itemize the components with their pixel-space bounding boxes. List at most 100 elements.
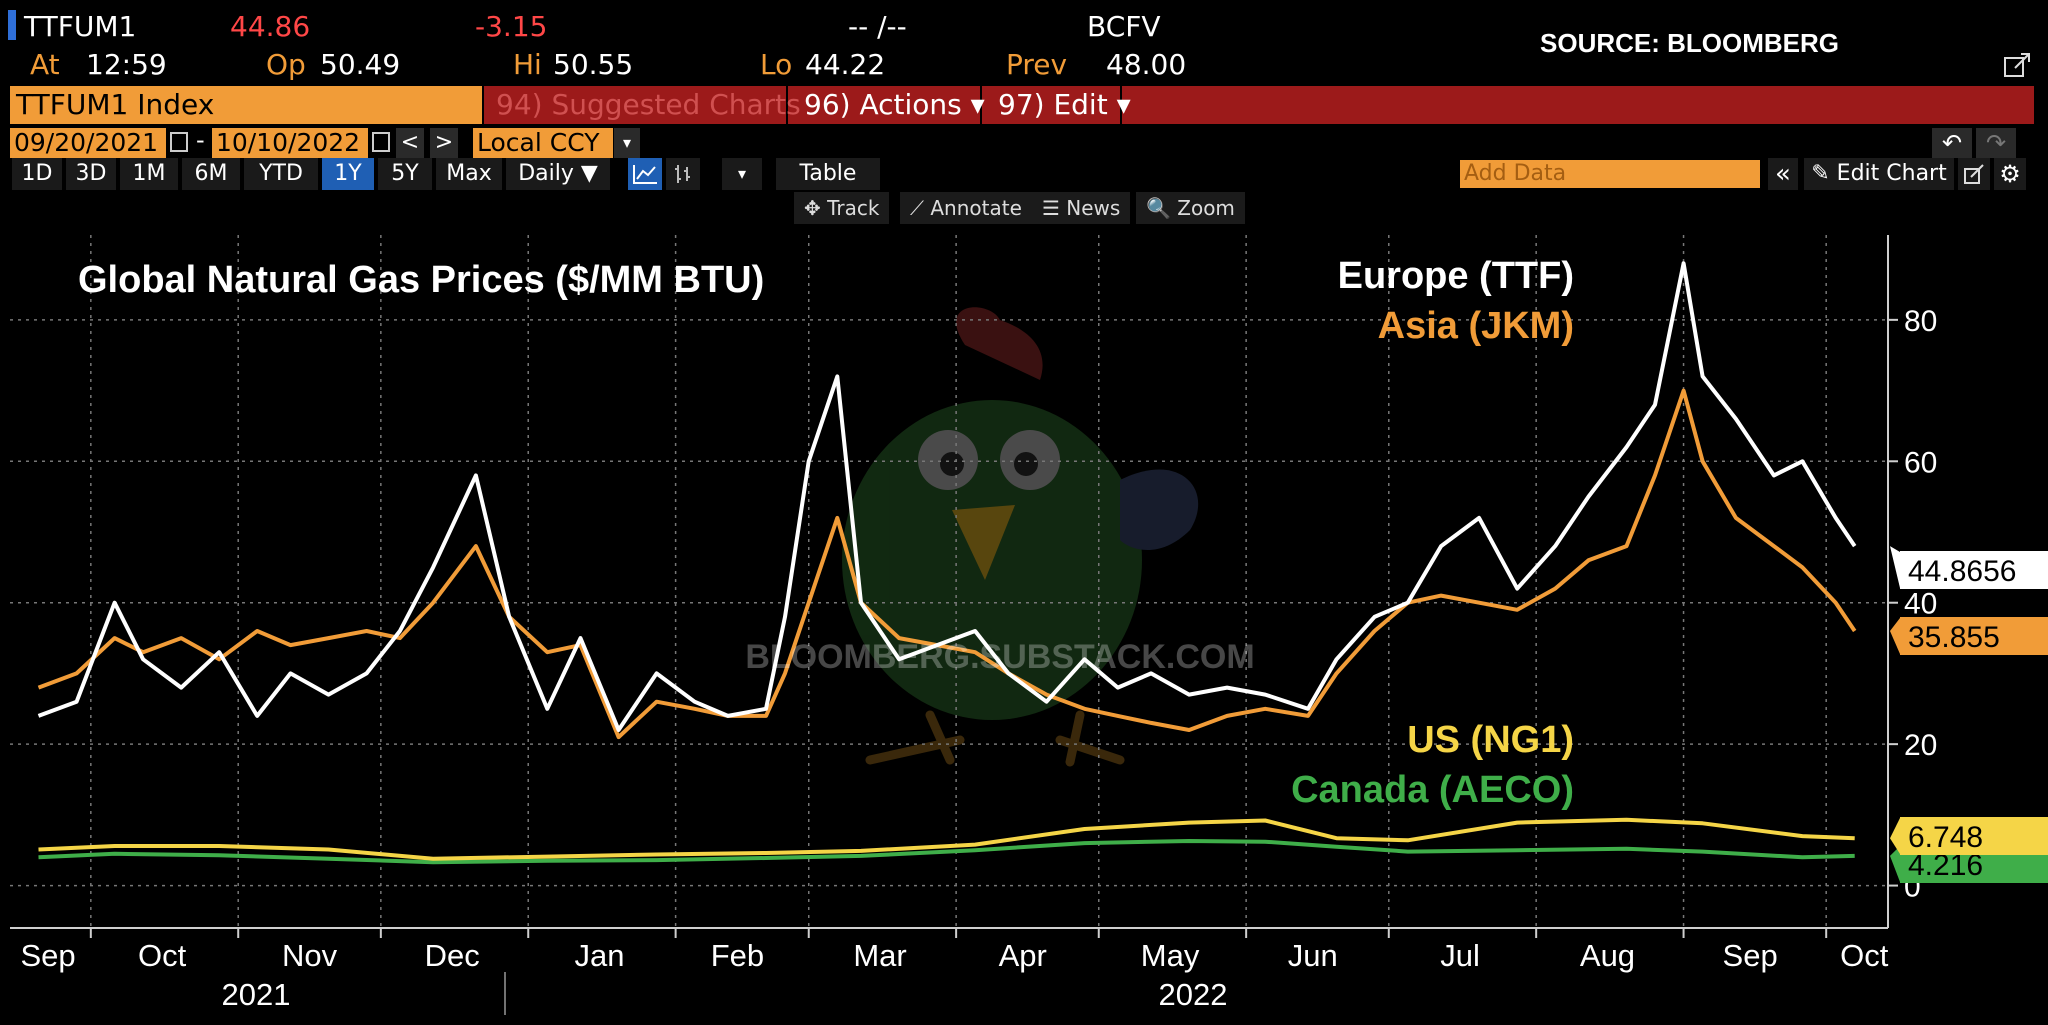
series-line-europe — [37, 261, 1857, 732]
last-value-box — [1900, 617, 2048, 655]
menubar — [484, 86, 2034, 124]
source-note: SOURCE: BLOOMBERG — [1540, 28, 1839, 58]
x-month-label: Jun — [1288, 938, 1338, 973]
y-tick-label: 40 — [1904, 588, 1937, 621]
edit-chart-button[interactable]: ✎ Edit Chart — [1804, 158, 1954, 190]
x-month-label: Aug — [1580, 938, 1635, 973]
end-calendar-icon[interactable] — [372, 132, 390, 152]
legend-canada: Canada (AECO) — [1291, 769, 1574, 811]
last-value-text: 6.748 — [1908, 821, 1983, 854]
start-date-field[interactable]: 09/20/2021 — [10, 128, 166, 158]
chart-edit-icon[interactable] — [1958, 158, 1990, 190]
actions-button[interactable]: 96) Actions ▾ — [792, 86, 985, 124]
ticker: TTFUM1 — [24, 10, 137, 43]
period-ytd-button[interactable]: YTD — [244, 158, 318, 190]
frequency-select[interactable]: Daily ▼ — [506, 158, 610, 190]
x-month-label: Feb — [711, 938, 764, 973]
start-calendar-icon[interactable] — [170, 132, 188, 152]
popout-icon[interactable] — [2003, 52, 2031, 80]
legend-asia: Asia (JKM) — [1378, 305, 1574, 347]
x-month-label: May — [1141, 938, 1200, 973]
x-month-label: Dec — [425, 938, 480, 973]
tool-track-button[interactable]: ✥ Track — [794, 192, 890, 224]
x-month-label: Oct — [138, 938, 187, 973]
next-range-button[interactable]: > — [430, 128, 458, 158]
last-value-pointer — [1890, 818, 1900, 854]
period-5y-button[interactable]: 5Y — [378, 158, 432, 190]
x-month-label: Sep — [20, 938, 75, 973]
last-value-text: 35.855 — [1908, 621, 2000, 654]
suggested-charts-button[interactable]: 94) Suggested Charts — [488, 86, 801, 124]
x-month-label: Mar — [853, 938, 906, 973]
table-button[interactable]: Table — [776, 158, 880, 190]
prev-label: Prev — [1006, 48, 1068, 81]
tool-zoom-button[interactable]: 🔍 Zoom — [1136, 192, 1245, 224]
collapse-button[interactable]: « — [1768, 158, 1798, 190]
last-value-box — [1900, 551, 2048, 589]
redo-button[interactable]: ↷ — [1976, 128, 2016, 158]
period-1y-button[interactable]: 1Y — [322, 158, 374, 190]
chart-type-caret[interactable]: ▾ — [722, 158, 762, 190]
currency-select[interactable]: Local CCY — [473, 128, 613, 158]
x-month-label: Jan — [575, 938, 625, 973]
period-max-button[interactable]: Max — [436, 158, 502, 190]
x-year-label: 2022 — [1159, 977, 1228, 1012]
last-price: 44.86 — [230, 10, 311, 43]
period-3d-button[interactable]: 3D — [66, 158, 116, 190]
at-value: 12:59 — [86, 48, 167, 81]
at-label: At — [30, 48, 60, 81]
last-value-text: 44.8656 — [1908, 555, 2016, 588]
y-tick-label: 80 — [1904, 305, 1937, 338]
chart-title: Global Natural Gas Prices ($/MM BTU) — [78, 259, 764, 301]
tool-annotate-button[interactable]: ⟋ Annotate — [900, 192, 1032, 224]
period-6m-button[interactable]: 6M — [182, 158, 240, 190]
last-value-pointer — [1890, 618, 1900, 654]
watermark-text: BLOOMBERG.SUBSTACK.COM — [745, 638, 1254, 676]
edit-button[interactable]: 97) Edit ▾ — [986, 86, 1131, 124]
op-label: Op — [266, 48, 306, 81]
line-chart-icon[interactable] — [628, 158, 662, 190]
x-month-label: Jul — [1440, 938, 1480, 973]
period-1m-button[interactable]: 1M — [120, 158, 178, 190]
hi-value: 50.55 — [553, 48, 634, 81]
security-field[interactable]: TTFUM1 Index — [10, 86, 482, 124]
last-value-pointer — [1890, 546, 1900, 588]
last-value-label-asia: 35.855 — [1890, 617, 2048, 655]
lo-value: 44.22 — [805, 48, 886, 81]
x-year-label: 2021 — [222, 977, 291, 1012]
undo-button[interactable]: ↶ — [1932, 128, 1972, 158]
mascot-watermark — [842, 307, 1199, 767]
end-date-field[interactable]: 10/10/2022 — [212, 128, 368, 158]
x-month-label: Oct — [1840, 938, 1889, 973]
hi-label: Hi — [513, 48, 542, 81]
bar-chart-icon[interactable] — [666, 158, 700, 190]
prev-range-button[interactable]: < — [396, 128, 424, 158]
legend-us: US (NG1) — [1407, 719, 1574, 761]
lo-label: Lo — [760, 48, 793, 81]
ticker-marker — [8, 10, 16, 40]
bid-ask: -- /-- — [848, 10, 907, 43]
add-data-input[interactable]: Add Data — [1460, 160, 1760, 188]
date-separator: - — [196, 126, 205, 154]
series-line-canada — [38, 839, 1855, 865]
last-value-label-europe: 44.8656 — [1890, 546, 2048, 589]
settings-gear-icon[interactable]: ⚙ — [1994, 158, 2026, 190]
legend-europe: Europe (TTF) — [1338, 255, 1574, 297]
tool-news-button[interactable]: ☰ News — [1032, 192, 1131, 224]
x-month-label: Sep — [1723, 938, 1778, 973]
series-line-asia — [37, 388, 1857, 740]
currency-caret-icon[interactable]: ▾ — [614, 128, 640, 158]
last-value-box — [1900, 817, 2048, 855]
last-value-pointer — [1890, 846, 1900, 882]
x-month-label: Apr — [999, 938, 1047, 973]
price-change: -3.15 — [475, 10, 548, 43]
prev-value: 48.00 — [1106, 48, 1187, 81]
series-line-us — [38, 817, 1855, 861]
y-tick-label: 60 — [1904, 446, 1937, 479]
period-1d-button[interactable]: 1D — [12, 158, 62, 190]
y-tick-label: 20 — [1904, 729, 1937, 762]
x-month-label: Nov — [282, 938, 338, 973]
op-value: 50.49 — [320, 48, 401, 81]
last-value-label-us: 6.748 — [1890, 817, 2048, 855]
